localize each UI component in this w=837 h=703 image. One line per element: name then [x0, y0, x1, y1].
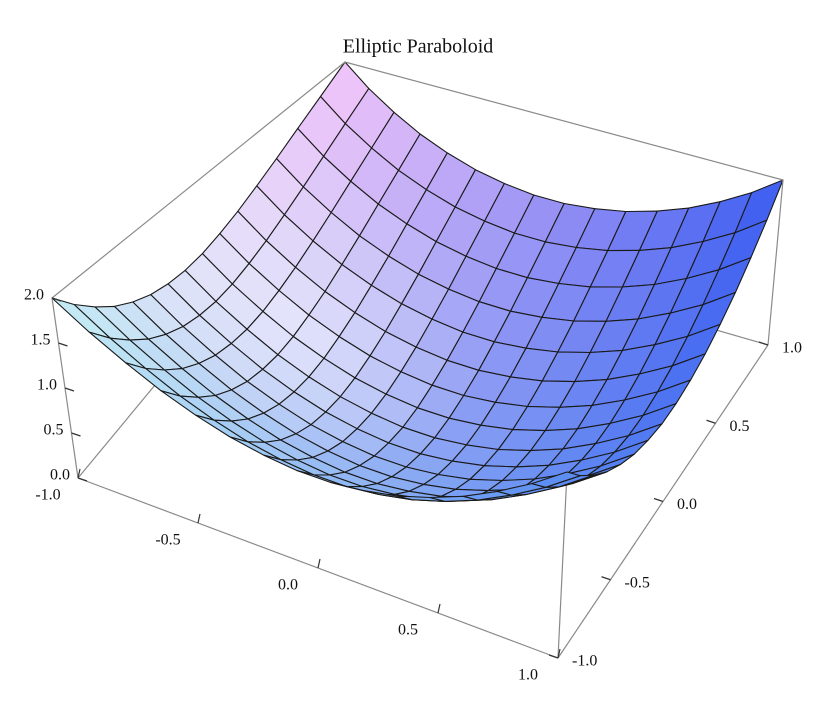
- z-tick-label: 1.0: [37, 377, 57, 394]
- chart-title: Elliptic Paraboloid: [343, 36, 494, 58]
- y-tick: [548, 654, 559, 659]
- z-tick-label: 0.0: [50, 467, 70, 484]
- surface-patch: [531, 471, 581, 488]
- box-edge: [51, 61, 346, 299]
- box-edge: [557, 471, 568, 659]
- y-tick: [706, 419, 716, 424]
- z-tick: [58, 342, 68, 347]
- x-tick: [437, 603, 441, 614]
- x-tick-label: 1.0: [518, 667, 538, 684]
- z-tick-label: 0.5: [44, 422, 64, 439]
- x-tick-label: 0.5: [398, 622, 418, 639]
- y-tick: [758, 341, 769, 346]
- z-tick: [51, 297, 62, 302]
- x-tick: [197, 513, 201, 524]
- y-tick: [653, 497, 664, 503]
- z-tick: [77, 477, 88, 482]
- box-edge: [344, 61, 784, 181]
- y-tick-label: 1.0: [782, 340, 802, 357]
- x-tick: [557, 648, 561, 659]
- y-tick-label: 0.5: [730, 418, 750, 435]
- z-tick-label: 2.0: [24, 287, 44, 304]
- x-tick: [317, 558, 321, 569]
- z-tick: [64, 387, 75, 392]
- y-tick-label: -1.0: [572, 653, 597, 670]
- x-tick-label: -1.0: [35, 487, 60, 504]
- x-tick-label: -0.5: [155, 532, 180, 549]
- box-edge: [767, 179, 784, 346]
- y-tick-label: 0.0: [677, 496, 697, 513]
- y-tick-label: -0.5: [625, 574, 650, 591]
- surface: [51, 61, 784, 502]
- x-tick: [77, 468, 81, 479]
- z-tick: [71, 432, 81, 437]
- z-tick-label: 1.5: [31, 332, 51, 349]
- x-tick-label: 0.0: [278, 577, 298, 594]
- y-tick: [601, 576, 611, 581]
